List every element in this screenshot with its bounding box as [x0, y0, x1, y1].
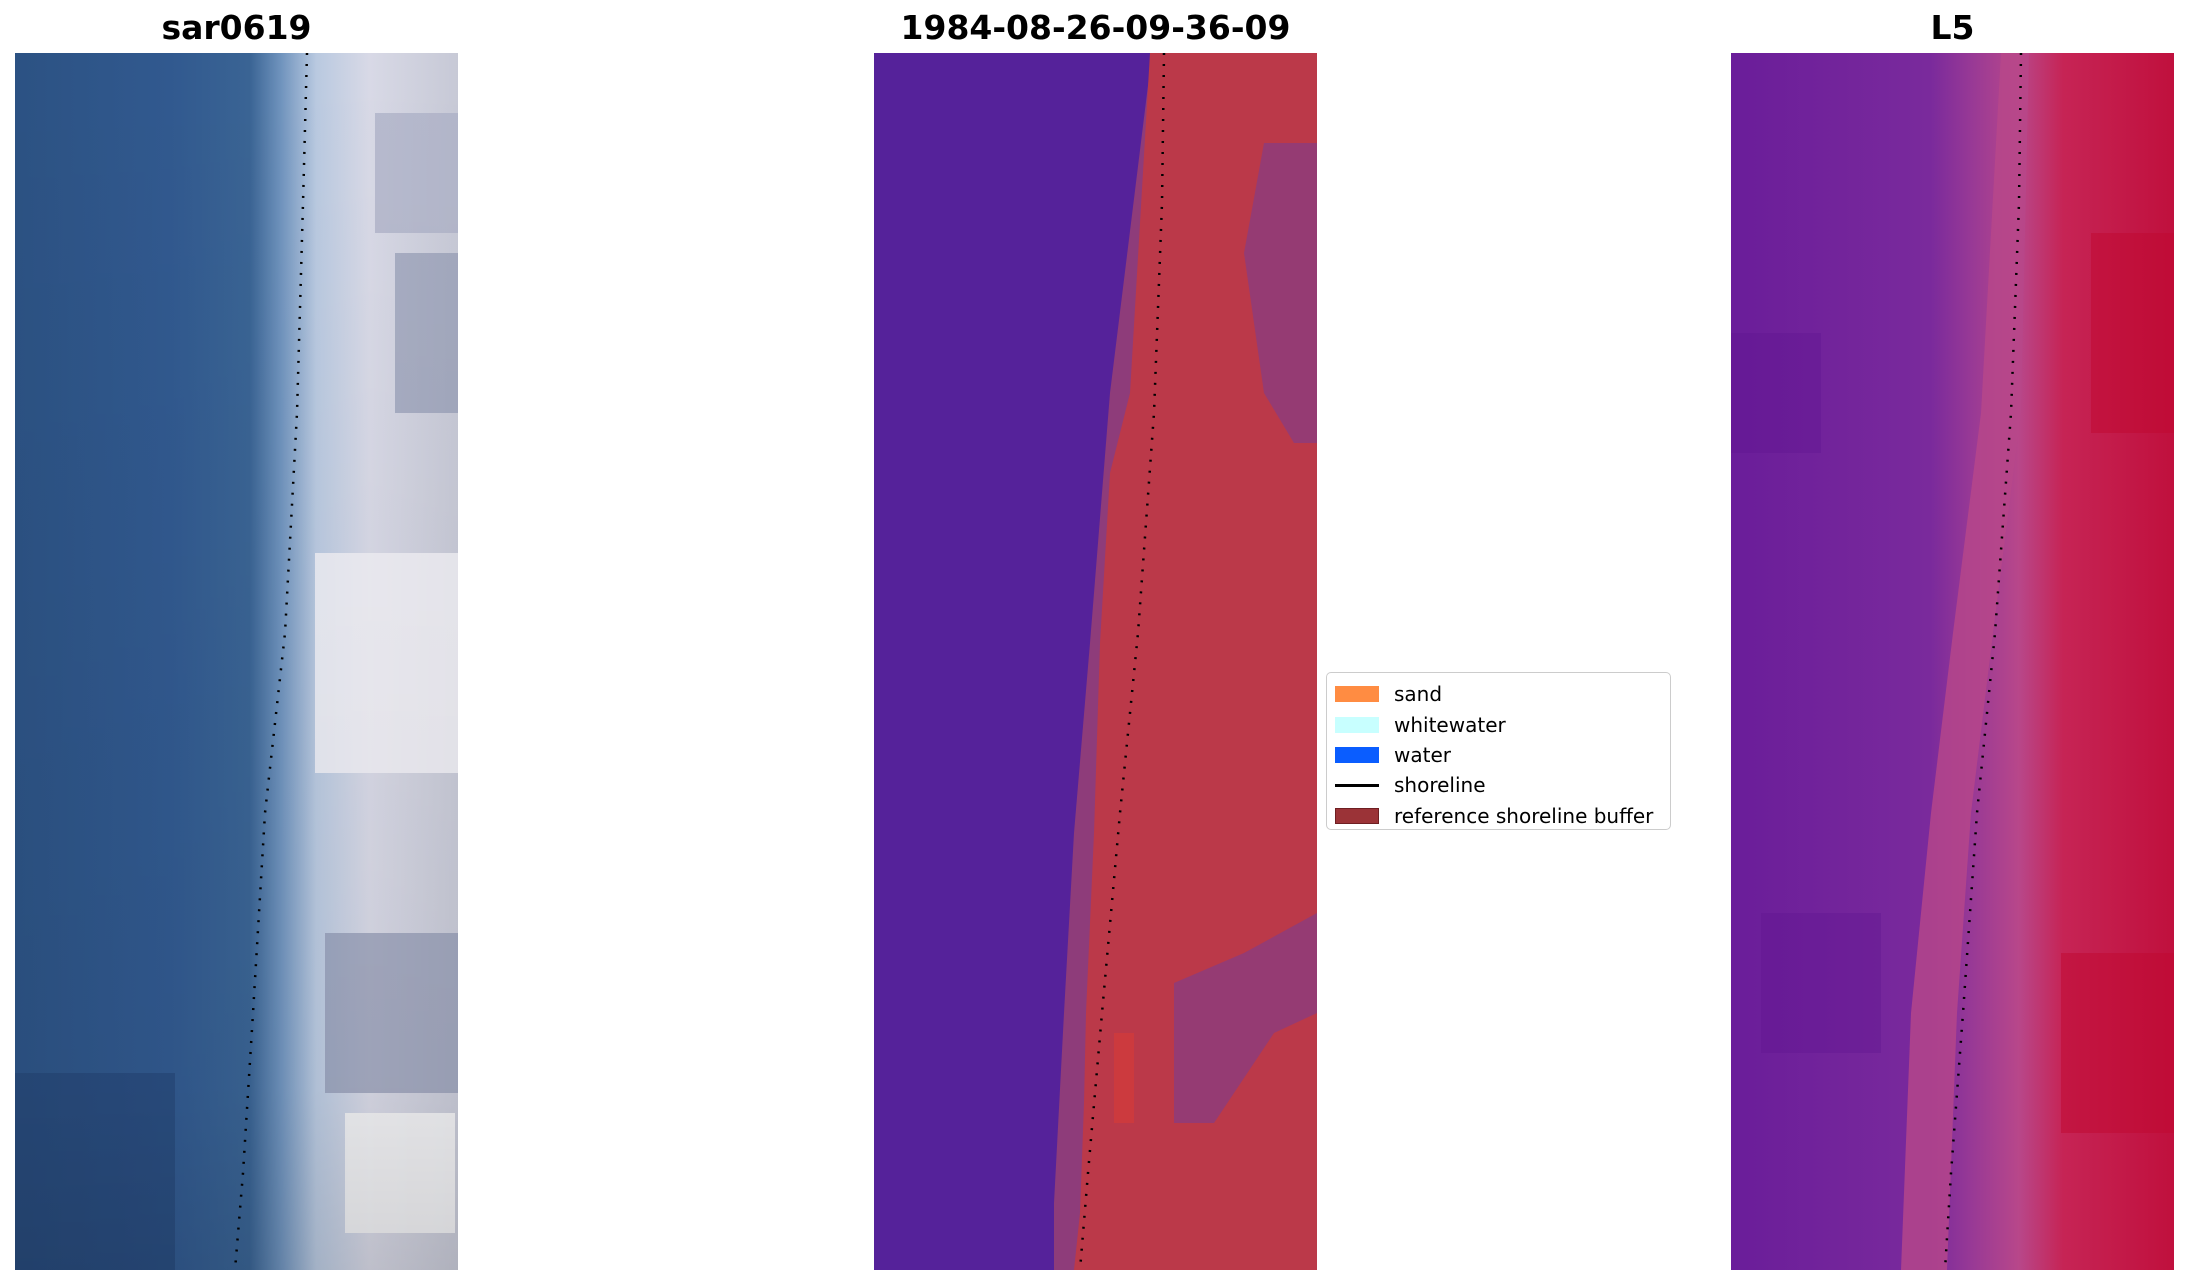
legend-label: whitewater: [1394, 712, 1506, 737]
legend-item-reference-buffer: reference shoreline buffer: [1327, 801, 1670, 831]
buffer-patch: [1244, 143, 1317, 443]
water-swatch: [1335, 746, 1379, 763]
panel-title-classification: 1984-08-26-09-36-09: [900, 8, 1291, 47]
classification-panel: [874, 53, 1317, 1270]
index-panel: [1731, 53, 2174, 1270]
shoreline-dotted: [233, 53, 309, 1270]
legend-label: water: [1394, 742, 1451, 767]
shoreline-dotted: [1078, 53, 1166, 1270]
shoreline-line-swatch: [1335, 783, 1379, 787]
rgb-image: [15, 53, 458, 1270]
legend: sand whitewater water shoreline referenc…: [1326, 672, 1671, 830]
legend-label: shoreline: [1394, 773, 1486, 798]
classification-image: [874, 53, 1317, 1270]
index-buffer-band: [1901, 53, 2029, 1270]
legend-item-shoreline: shoreline: [1327, 770, 1670, 800]
rgb-shade: [15, 53, 458, 1270]
legend-item-sand: sand: [1327, 679, 1670, 709]
rgb-image-panel: [15, 53, 458, 1270]
legend-label: reference shoreline buffer: [1394, 803, 1654, 828]
buffer-patch: [1174, 913, 1317, 1123]
legend-label: sand: [1394, 682, 1443, 707]
reference-buffer-swatch: [1335, 807, 1379, 824]
sand-edge: [1114, 1033, 1134, 1123]
legend-item-whitewater: whitewater: [1327, 709, 1670, 739]
shoreline-dotted: [1943, 53, 2023, 1270]
sand-swatch: [1335, 686, 1379, 703]
panel-title-index: L5: [1930, 8, 1975, 47]
index-image: [1731, 53, 2174, 1270]
index-dark-patch: [1731, 333, 1821, 453]
index-land-patch: [2091, 233, 2174, 433]
panel-title-rgb: sar0619: [161, 8, 312, 47]
legend-item-water: water: [1327, 740, 1670, 770]
index-land-patch: [2061, 953, 2174, 1133]
whitewater-swatch: [1335, 716, 1379, 733]
index-dark-patch: [1761, 913, 1881, 1053]
